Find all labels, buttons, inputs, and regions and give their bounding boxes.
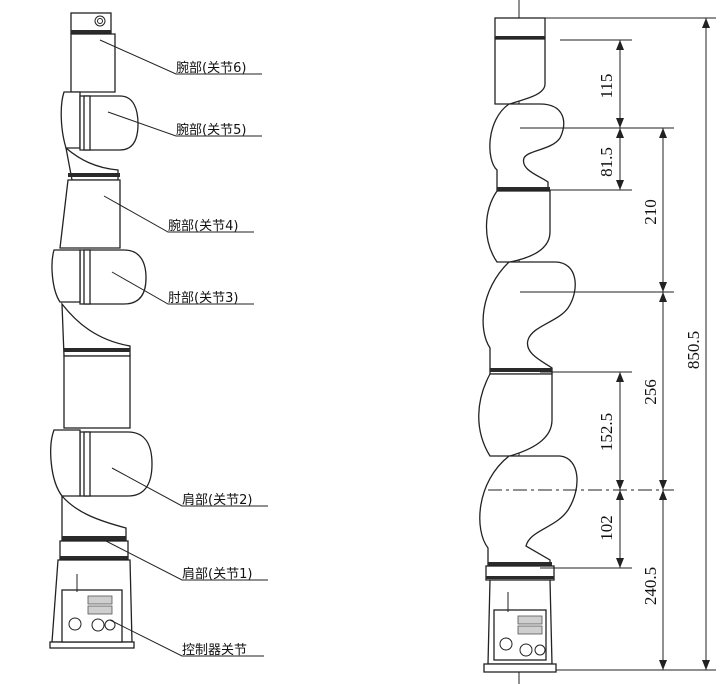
label-wrist-joint5: 腕部(关节5) <box>176 122 246 138</box>
label-wrist-joint6: 腕部(关节6) <box>176 60 246 76</box>
flange-circle-icon <box>94 15 106 27</box>
dim-152-5: 152.5 <box>597 413 616 451</box>
dim-210: 210 <box>641 199 660 225</box>
left-leader-lines <box>99 39 268 657</box>
base-knob-icon <box>499 637 513 651</box>
left-robot-view <box>49 12 153 649</box>
label-shoulder-joint2: 肩部(关节2) <box>182 492 252 508</box>
label-wrist-joint4: 腕部(关节4) <box>168 218 238 234</box>
right-robot-view <box>478 0 578 684</box>
label-shoulder-joint1: 肩部(关节1) <box>182 566 252 582</box>
dimension-arrows <box>616 18 710 670</box>
dim-850-5: 850.5 <box>684 331 703 369</box>
dimension-reference-lines <box>488 17 716 671</box>
dim-256: 256 <box>641 379 660 405</box>
panel-knob-icon <box>68 617 82 631</box>
dim-115: 115 <box>597 74 616 99</box>
dim-81-5: 81.5 <box>597 147 616 177</box>
label-controller-joint: 控制器关节 <box>182 643 247 658</box>
dim-240-5: 240.5 <box>641 567 660 605</box>
label-elbow-joint3: 肘部(关节3) <box>168 291 238 306</box>
dim-102: 102 <box>597 515 616 541</box>
